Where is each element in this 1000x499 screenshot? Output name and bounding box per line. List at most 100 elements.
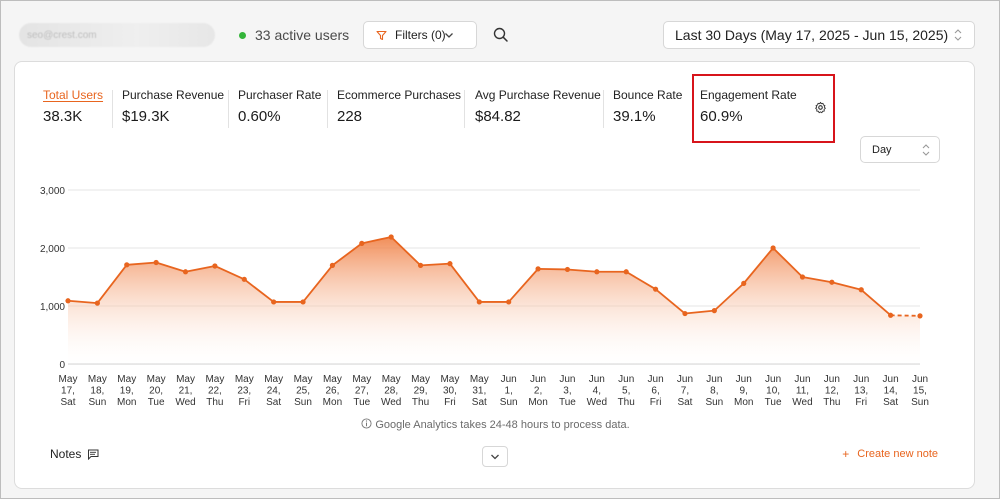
data-point: [447, 261, 453, 267]
x-tick-label: May 20, Tue: [147, 374, 166, 408]
account-selector[interactable]: seo@crest.com: [19, 23, 215, 47]
metric-value: 39.1%: [613, 108, 656, 125]
x-tick-label-line: Tue: [765, 397, 782, 408]
x-tick-label-line: May: [205, 374, 224, 385]
x-tick-label-line: 5,: [622, 386, 630, 397]
metric-purchase-revenue[interactable]: Purchase Revenue $19.3K: [122, 88, 224, 125]
x-tick-label: May 17, Sat: [59, 374, 78, 408]
metric-purchaser-rate[interactable]: Purchaser Rate 0.60%: [238, 88, 321, 125]
x-tick-label-line: May: [117, 374, 136, 385]
x-tick-label: Jun 5, Thu: [618, 374, 635, 408]
x-tick-label-line: 19,: [120, 386, 134, 397]
x-tick-label-line: Jun: [559, 374, 575, 385]
gear-icon[interactable]: [814, 101, 827, 114]
x-tick-label-line: Jun: [912, 374, 928, 385]
x-tick-label-line: Fri: [444, 397, 456, 408]
x-tick-label-line: May: [411, 374, 430, 385]
data-point: [741, 280, 747, 286]
x-tick-label: May 29, Thu: [411, 374, 430, 408]
data-point: [329, 262, 336, 268]
filters-label: Filters (0): [395, 28, 446, 42]
notes-section[interactable]: Notes: [50, 447, 99, 461]
series-area: [68, 236, 920, 364]
x-tick-label-line: Jun: [677, 374, 693, 385]
data-point: [476, 299, 482, 305]
x-tick-label-line: 23,: [237, 386, 251, 397]
x-tick-label-line: 21,: [179, 386, 193, 397]
metric-label: Avg Purchase Revenue: [475, 88, 601, 102]
date-range-label: Last 30 Days (May 17, 2025 - Jun 15, 202…: [675, 27, 949, 43]
data-point: [652, 286, 659, 292]
x-tick-label: May 27, Tue: [352, 374, 371, 408]
metric-bounce-rate[interactable]: Bounce Rate 39.1%: [613, 88, 682, 125]
x-tick-label-line: May: [382, 374, 401, 385]
x-tick-label: May 21, Wed: [175, 374, 195, 408]
metric-engagement-rate[interactable]: Engagement Rate 60.9%: [700, 88, 797, 125]
x-tick-label-line: Thu: [412, 397, 429, 408]
x-tick-label: May 23, Fri: [235, 374, 254, 408]
x-tick-label-line: Sat: [472, 397, 487, 408]
date-range-select[interactable]: Last 30 Days (May 17, 2025 - Jun 15, 202…: [663, 21, 975, 49]
y-tick-label: 3,000: [40, 186, 65, 197]
x-tick-label-line: May: [470, 374, 489, 385]
metric-divider: [228, 90, 229, 128]
x-tick-label-line: Thu: [206, 397, 223, 408]
x-tick-label-line: 6,: [651, 386, 659, 397]
metric-divider: [603, 90, 604, 128]
x-tick-label: Jun 3, Tue: [559, 374, 576, 408]
x-tick-label-line: 8,: [710, 386, 718, 397]
data-point: [359, 240, 365, 246]
data-point: [300, 299, 306, 305]
x-tick-label-line: Sun: [911, 397, 929, 408]
metric-avg-purchase-revenue[interactable]: Avg Purchase Revenue $84.82: [475, 88, 601, 125]
metric-divider: [112, 90, 113, 128]
x-tick-label-line: Wed: [381, 397, 401, 408]
x-tick-label-line: 29,: [414, 386, 428, 397]
funnel-icon: [376, 30, 387, 40]
x-tick-label-line: Jun: [618, 374, 634, 385]
metric-value: $19.3K: [122, 108, 170, 125]
metric-value: 228: [337, 108, 363, 125]
x-tick-label-line: May: [440, 374, 459, 385]
x-tick-label-line: Jun: [501, 374, 517, 385]
x-tick-label-line: Sat: [883, 397, 898, 408]
filters-button[interactable]: Filters (0): [363, 21, 477, 49]
x-tick-label-line: Tue: [559, 397, 576, 408]
metric-value: 60.9%: [700, 108, 743, 125]
x-tick-label: Jun 9, Mon: [734, 374, 753, 408]
x-tick-label-line: Jun: [794, 374, 810, 385]
metric-ecommerce-purchases[interactable]: Ecommerce Purchases 228: [337, 88, 461, 125]
x-tick-label-line: May: [147, 374, 166, 385]
x-tick-label-line: 15,: [913, 386, 927, 397]
x-tick-label-line: Jun: [883, 374, 899, 385]
comment-icon: [88, 449, 99, 460]
processing-note: Google Analytics takes 24-48 hours to pr…: [15, 418, 976, 431]
metric-value: 38.3K: [43, 108, 83, 125]
metric-total-users[interactable]: Total Users 38.3K: [43, 88, 103, 125]
x-tick-label-line: 18,: [90, 386, 104, 397]
x-tick-label-line: 4,: [593, 386, 601, 397]
x-tick-label: Jun 1, Sun: [500, 374, 518, 408]
metric-label: Total Users: [43, 88, 104, 102]
metric-label: Purchase Revenue: [122, 88, 225, 102]
x-tick-label-line: Sat: [266, 397, 281, 408]
data-point: [241, 276, 247, 282]
x-tick-label-line: 7,: [681, 386, 689, 397]
search-icon[interactable]: [491, 25, 511, 45]
x-tick-label-line: May: [235, 374, 254, 385]
notes-label: Notes: [50, 447, 82, 461]
account-name-blurred: seo@crest.com: [27, 29, 97, 41]
x-tick-label-line: 14,: [884, 386, 898, 397]
granularity-select[interactable]: Day: [860, 136, 940, 163]
create-note-link[interactable]: + Create new note: [842, 447, 938, 461]
x-tick-label-line: Mon: [528, 397, 547, 408]
top-bar: seo@crest.com 33 active users Filters (0…: [1, 1, 1000, 63]
metric-value: 0.60%: [238, 108, 281, 125]
expand-notes-button[interactable]: [482, 446, 508, 467]
x-tick-label-line: Thu: [823, 397, 840, 408]
data-point: [153, 259, 159, 266]
data-point: [388, 234, 394, 240]
metric-label: Engagement Rate: [700, 88, 797, 102]
